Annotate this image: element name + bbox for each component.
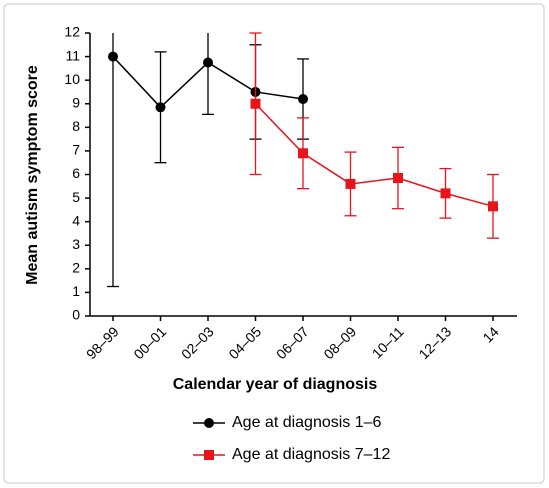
point — [203, 57, 213, 68]
point — [393, 173, 403, 184]
series-line — [254, 103, 494, 208]
legend-marker — [204, 450, 214, 460]
y-tick-label: 8 — [72, 118, 80, 134]
point — [108, 51, 118, 62]
y-tick-label: 7 — [72, 142, 80, 158]
point — [440, 188, 451, 199]
y-tick-label: 0 — [72, 307, 80, 323]
point — [345, 178, 356, 189]
point — [250, 98, 261, 109]
legend-label: Age at diagnosis 1–6 — [232, 414, 382, 431]
y-tick-label: 2 — [72, 260, 80, 276]
y-tick-label: 9 — [72, 94, 80, 110]
point — [488, 201, 498, 212]
legend-label: Age at diagnosis 7–12 — [232, 446, 390, 463]
frame — [3, 3, 545, 484]
point — [298, 148, 308, 159]
y-tick-label: 1 — [72, 283, 80, 299]
y-tick-label: 12 — [64, 24, 80, 40]
y-tick-label: 6 — [72, 165, 80, 181]
y-tick-label: 3 — [72, 236, 80, 252]
y-tick-label: 10 — [64, 71, 80, 87]
y-tick-label: 5 — [72, 189, 80, 205]
y-tick-label: 11 — [65, 47, 80, 63]
x-axis-label: Calendar year of diagnosis — [173, 376, 378, 393]
point — [298, 94, 308, 105]
point — [155, 102, 166, 113]
legend-marker — [204, 418, 214, 428]
y-tick-label: 4 — [72, 212, 80, 228]
y-axis-label: Mean autism symptom score — [24, 65, 41, 285]
